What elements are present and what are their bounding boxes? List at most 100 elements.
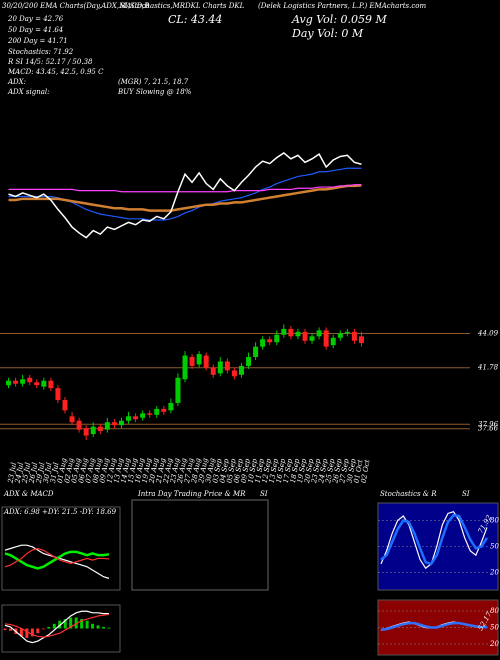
date-label: 23 Jul [6, 462, 18, 485]
histogram-bar [107, 627, 111, 629]
price-level-label: 41.78 [477, 364, 499, 372]
candle-body [27, 377, 33, 383]
candle-body [288, 328, 294, 337]
price-line [8, 152, 362, 239]
candle-body [260, 339, 266, 347]
panel-title: SI [260, 490, 268, 498]
y-tick-label: 20 [489, 640, 499, 648]
panel-title: Intra Day Trading Price & MR [137, 490, 246, 498]
candle-body [34, 382, 40, 386]
candle-body [281, 328, 287, 335]
candle-body [147, 413, 153, 415]
candle-body [196, 354, 202, 365]
y-tick-label: 80 [490, 607, 499, 615]
candle-body [316, 330, 322, 337]
stoch: Stochastics: 71.92 [8, 48, 74, 56]
candle-body [83, 428, 89, 436]
panel-title: ADX & MACD [3, 490, 54, 498]
histogram-bar [41, 628, 45, 630]
adx-signal: BUY Slowing @ 18% [117, 88, 192, 96]
histogram-bar [91, 623, 95, 629]
rsi: R SI 14/5: 52.17 / 50.38 [7, 58, 93, 66]
y-tick-label: 20 [489, 569, 499, 577]
series-line [4, 547, 110, 568]
close: CL: 43.44 [168, 13, 222, 26]
histogram-bar [52, 623, 56, 629]
series-line [380, 510, 488, 570]
histogram-bar [69, 617, 73, 629]
title-left: 30/20/200 EMA Charts(Day,ADX,MACD,B [2, 2, 149, 10]
series-line [8, 184, 362, 212]
price-level-label: 44.09 [477, 329, 499, 337]
candle-body [133, 416, 139, 420]
panel-bg [131, 499, 269, 591]
series-line [380, 621, 488, 631]
histogram-bar [30, 628, 34, 637]
candle-body [97, 426, 103, 432]
histogram-bar [85, 620, 89, 629]
histogram-bar [63, 619, 67, 629]
candle-body [111, 422, 117, 426]
date-label: 25 Jul [21, 462, 33, 485]
price-level-label: 37.66 [478, 425, 499, 433]
histogram-bar [36, 628, 40, 634]
series-line [4, 613, 110, 638]
candle-body [253, 346, 259, 358]
day-vol: Day Vol: 0 M [291, 27, 364, 40]
y-tick-label: 80 [490, 516, 499, 524]
series-line [8, 183, 362, 193]
candle-body [41, 380, 47, 387]
candle-body [295, 331, 301, 337]
histogram-bar [25, 628, 29, 638]
histogram-bar [96, 625, 100, 629]
date-label: 29 Jul [35, 462, 47, 485]
macd: MACD: 43.45, 42.5, 0.95 C [7, 68, 104, 76]
date-label: 24 Jul [13, 462, 25, 485]
candle-body [189, 357, 195, 366]
date-label: 31 Jul [49, 462, 60, 484]
candle-body [210, 367, 216, 375]
candle-body [231, 370, 237, 377]
y-tick-label: 50 [490, 624, 499, 632]
series-line [4, 610, 109, 644]
y-tick-label: 50 [490, 543, 499, 551]
candle-body [358, 336, 364, 344]
candle-body [126, 416, 132, 421]
candle-body [13, 380, 19, 384]
panel-title: SI [462, 490, 470, 498]
series-line [380, 513, 489, 566]
candle-body [62, 400, 68, 411]
candle-body [323, 330, 329, 347]
date-label: 30 Jul [42, 462, 53, 484]
title-right: (Delek Logistics Partners, L.P.) EMAchar… [258, 2, 426, 10]
candle-body [161, 408, 167, 412]
candle-body [203, 355, 209, 368]
histogram-bar [102, 626, 106, 629]
ema50: 50 Day = 41.64 [8, 26, 63, 34]
histogram-bar [47, 626, 51, 629]
price-level-label: 37.96 [478, 420, 499, 428]
ema200: 200 Day = 41.71 [7, 37, 68, 45]
candle-body [168, 402, 174, 411]
panel-bg [1, 506, 121, 591]
candle-body [69, 416, 75, 423]
panel-title: Stochastics & R [380, 490, 437, 498]
histogram-bar [8, 628, 12, 631]
adx-values: (MGR) 7, 21.5, 18.7 [118, 78, 189, 86]
title-mid: SI,Stochastics,MR [120, 2, 186, 10]
candle-body [217, 361, 223, 374]
date-label: 26 Jul [28, 462, 40, 485]
candle-body [267, 339, 273, 343]
candle-body [140, 413, 146, 418]
candle-body [309, 336, 315, 341]
candle-body [344, 331, 350, 334]
candle-body [154, 408, 160, 415]
candle-body [48, 380, 54, 389]
title-ticker: DKL Charts DKL [184, 2, 245, 10]
candle-body [238, 365, 244, 375]
candle-body [55, 388, 61, 400]
histogram-bar [80, 619, 84, 629]
candle-body [182, 355, 188, 380]
candle-body [246, 357, 252, 366]
